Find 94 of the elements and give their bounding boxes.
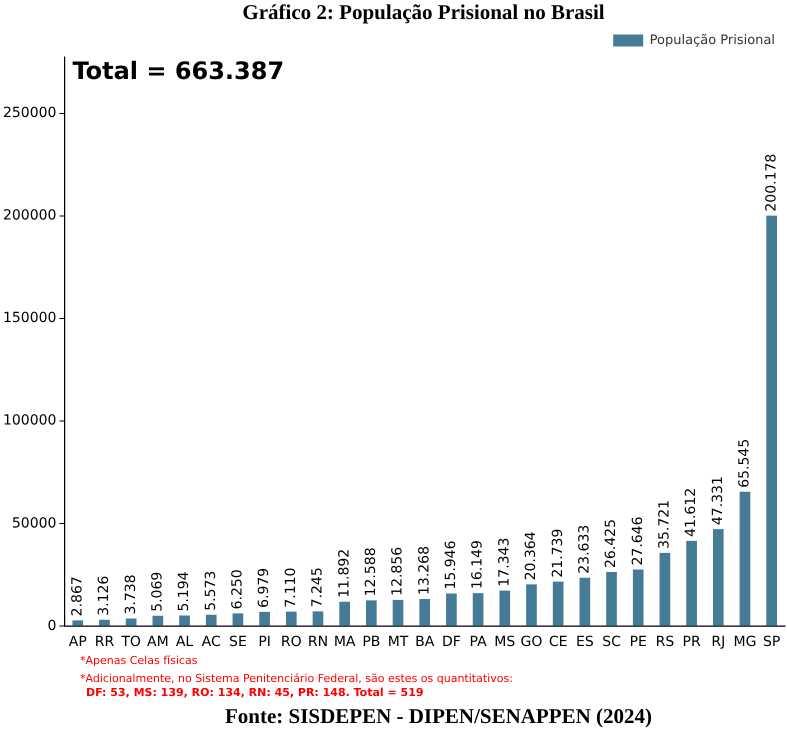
legend-label: População Prisional (650, 32, 776, 48)
data-label: 41.612 (683, 488, 700, 537)
x-tick-label: MS (494, 634, 516, 650)
data-label: 20.364 (523, 531, 540, 580)
bar (152, 616, 164, 626)
x-tick-label: PA (470, 634, 488, 650)
text: *Adicionalmente, no Sistema Penitenciário Federal, são estes os quantitativos: (80, 672, 514, 686)
bar (446, 593, 457, 626)
bar (419, 598, 430, 626)
y-tick-label: 100000 (2, 412, 56, 429)
x-tick-label: AM (147, 634, 169, 650)
data-label: 11.892 (336, 548, 352, 598)
y-tick-label: 200000 (2, 208, 56, 224)
data-label: 7.245 (310, 567, 326, 608)
data-label: 5.194 (176, 571, 192, 612)
x-tick-label: SE (229, 634, 247, 650)
bar (339, 602, 350, 626)
bar (712, 529, 724, 626)
x-tick-label: RR (94, 634, 114, 650)
data-label: 6.979 (256, 568, 272, 608)
source-note: Fonte: SISDEPEN - DIPEN/SENAPPEN (2024) (224, 704, 653, 729)
data-label: 65.545 (736, 438, 753, 488)
data-label: 35.721 (656, 500, 673, 549)
data-label: 3.738 (122, 574, 139, 615)
x-tick-label: PI (258, 634, 271, 650)
x-tick-label: SP (762, 634, 780, 650)
bar (580, 578, 590, 626)
data-label: 16.149 (470, 540, 486, 590)
x-tick-label: PB (362, 634, 380, 650)
bar (686, 540, 697, 626)
x-tick-label: DF (442, 634, 461, 650)
x-tick-label: MT (388, 634, 409, 650)
bar (606, 572, 617, 626)
bar (552, 582, 564, 626)
annotation: Total = 663.387 (72, 57, 284, 86)
data-label: 26.425 (603, 519, 620, 568)
bar (632, 569, 644, 626)
x-tick-label: ES (576, 634, 594, 650)
bar (179, 616, 190, 626)
text: *Apenas Celas físicas (80, 654, 198, 668)
data-label: 5.069 (149, 572, 166, 612)
data-label: 12.856 (390, 546, 406, 596)
bar (392, 600, 404, 626)
x-tick-label: MG (734, 634, 756, 650)
bar (126, 618, 136, 626)
x-tick-label: CE (548, 634, 568, 650)
x-tick-label: BA (415, 634, 435, 650)
data-label: 3.126 (96, 576, 112, 616)
text: DF: 53, MS: 139, RO: 134, RN: 45, PR: 148. Total = 519 (85, 686, 425, 700)
bar (526, 584, 537, 626)
data-label: 200.178 (763, 154, 780, 212)
data-label: 27.646 (630, 516, 646, 566)
data-label: 21.739 (550, 528, 566, 578)
data-label: 5.573 (202, 570, 219, 611)
bar (232, 613, 244, 626)
y-tick-label: 0 (48, 618, 56, 634)
bar (286, 612, 297, 626)
bar (499, 590, 510, 626)
x-tick-label: TO (120, 634, 141, 650)
x-tick-label: AL (176, 634, 194, 650)
data-label: 15.946 (443, 540, 460, 590)
bar (472, 593, 484, 626)
x-tick-label: SC (602, 634, 622, 650)
data-label: 7.110 (282, 568, 299, 608)
x-tick-label: RJ (711, 634, 726, 650)
data-label: 23.633 (576, 524, 592, 574)
y-tick-label: 250000 (2, 105, 56, 122)
x-tick-label: RN (308, 634, 328, 650)
data-label: 12.588 (362, 547, 379, 596)
data-label: 13.268 (416, 546, 432, 595)
x-tick-label: AC (202, 634, 221, 650)
x-tick-label: GO (520, 634, 542, 650)
bar (366, 600, 377, 626)
chart-title: Gráfico 2: População Prisional no Brasil (241, 0, 606, 24)
data-label: 47.331 (710, 476, 726, 526)
bar (99, 620, 110, 626)
bar (259, 612, 270, 626)
data-label: 6.250 (230, 569, 246, 610)
x-tick-label: MA (334, 634, 356, 650)
bar (766, 216, 777, 626)
bar (660, 552, 670, 626)
bar (740, 492, 750, 626)
bar (312, 611, 324, 626)
x-tick-label: AP (68, 634, 87, 650)
x-tick-label: RS (656, 634, 674, 650)
data-label: 2.867 (69, 576, 86, 616)
x-tick-label: PE (630, 634, 647, 650)
data-label: 17.343 (496, 538, 512, 587)
bar (72, 620, 84, 626)
y-tick-label: 50000 (12, 515, 56, 532)
y-tick-label: 150000 (2, 310, 56, 326)
x-tick-label: RO (280, 634, 302, 650)
bar (206, 614, 217, 626)
x-tick-label: PR (682, 634, 701, 650)
